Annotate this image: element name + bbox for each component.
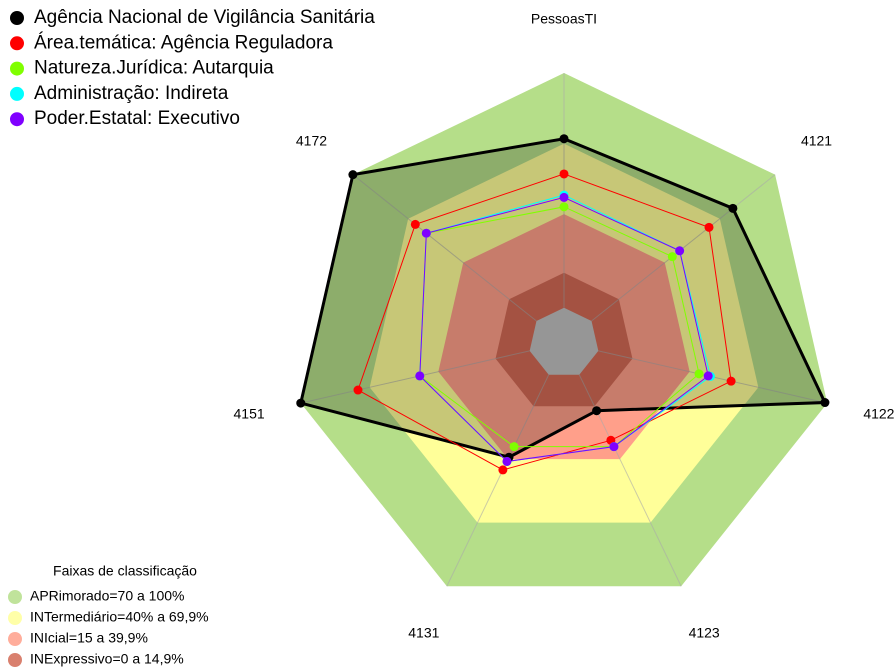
band-hole xyxy=(529,307,599,375)
legend-label: Área.temática: Agência Reguladora xyxy=(34,32,333,53)
series-point xyxy=(820,398,830,408)
bands-legend-label: INIcial=15 a 39,9% xyxy=(30,630,148,646)
legend-marker xyxy=(10,36,24,51)
legend-marker xyxy=(10,86,24,101)
bands-legend-label: INTermediário=40% a 69,9% xyxy=(30,609,209,625)
series-point xyxy=(667,252,677,262)
bands-legend-marker xyxy=(8,590,22,604)
bands-legend-marker xyxy=(8,653,22,667)
series-point xyxy=(675,246,685,256)
series-line xyxy=(419,196,709,462)
legend-label: Administração: Indireta xyxy=(34,83,229,104)
axis-label: 4121 xyxy=(801,132,832,148)
series-point xyxy=(502,456,512,466)
series-point xyxy=(410,219,420,229)
series-point xyxy=(348,170,358,180)
series-point xyxy=(296,398,306,408)
axis-label: 4122 xyxy=(863,406,894,422)
spoke xyxy=(591,174,776,322)
series-point xyxy=(509,442,519,452)
series-point xyxy=(694,369,704,379)
series-point xyxy=(559,134,569,144)
series-line xyxy=(357,173,732,471)
series-point xyxy=(415,371,425,381)
series-point xyxy=(726,376,736,386)
series-point xyxy=(559,202,569,212)
legend-label: Natureza.Jurídica: Autarquia xyxy=(34,58,274,79)
bands-legend-label: APRimorado=70 a 100% xyxy=(30,588,185,604)
series-point xyxy=(728,203,738,213)
axis-label: 4151 xyxy=(234,406,265,422)
series-point xyxy=(704,222,714,232)
series-point xyxy=(353,385,363,395)
series-point xyxy=(592,406,602,416)
series-point xyxy=(559,169,569,179)
series-point xyxy=(498,465,508,475)
axis-label: 4131 xyxy=(408,625,439,641)
axis-label: PessoasTI xyxy=(531,11,597,27)
bands-legend-label: INExpressivo=0 a 14,9% xyxy=(30,651,184,667)
spoke xyxy=(300,350,530,404)
spoke xyxy=(352,174,537,322)
bands-legend-marker xyxy=(8,611,22,625)
spoke xyxy=(446,374,550,587)
series-point xyxy=(703,371,713,381)
axis-label: 4123 xyxy=(689,625,720,641)
series-point xyxy=(421,228,431,238)
bands-legend-marker xyxy=(8,632,22,646)
axis-label: 4172 xyxy=(296,132,327,148)
legend-marker xyxy=(10,61,24,76)
legend-label: Agência Nacional de Vigilância Sanitária xyxy=(34,7,375,28)
series-point xyxy=(559,192,569,202)
bands-legend-title: Faixas de classificação xyxy=(53,563,197,579)
legend-marker xyxy=(10,112,24,127)
series-point xyxy=(609,442,619,452)
legend-label: Poder.Estatal: Executivo xyxy=(34,108,240,129)
legend-marker xyxy=(10,11,24,25)
